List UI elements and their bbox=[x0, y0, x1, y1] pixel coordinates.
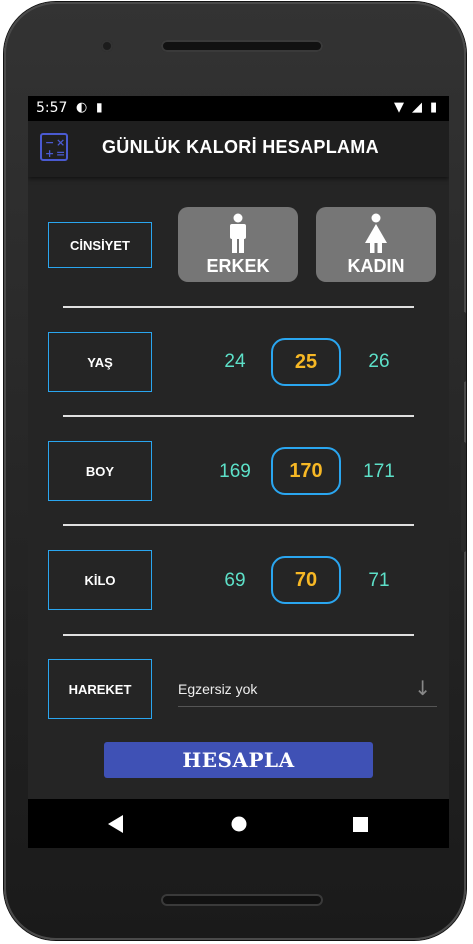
female-figure-icon bbox=[316, 213, 436, 258]
power-button bbox=[461, 442, 466, 552]
calculate-button[interactable]: HESAPLA bbox=[104, 742, 373, 778]
height-label: BOY bbox=[48, 441, 152, 501]
age-selected-value[interactable]: 25 bbox=[271, 338, 341, 386]
weight-selected-value[interactable]: 70 bbox=[271, 556, 341, 604]
age-label: YAŞ bbox=[48, 332, 152, 392]
female-label: KADIN bbox=[347, 256, 405, 276]
app-bar: − × + = GÜNLÜK KALORİ HESAPLAMA bbox=[28, 121, 449, 177]
navigation-bar bbox=[28, 799, 449, 848]
divider bbox=[63, 306, 414, 308]
weight-prev-value[interactable]: 69 bbox=[224, 570, 246, 591]
activity-label: HAREKET bbox=[48, 659, 152, 719]
male-label: ERKEK bbox=[206, 256, 270, 276]
front-camera bbox=[101, 40, 113, 52]
divider bbox=[63, 634, 414, 636]
activity-dropdown[interactable]: Egzersiz yok ↓ bbox=[178, 674, 437, 707]
age-next-value[interactable]: 26 bbox=[368, 351, 390, 372]
volume-button bbox=[461, 312, 466, 382]
status-bar: 5:57 ◐ ▮ ▼ ◢ ▮ bbox=[28, 96, 449, 121]
height-prev-value[interactable]: 169 bbox=[219, 461, 251, 482]
status-time: 5:57 bbox=[36, 100, 68, 116]
activity-selected-text: Egzersiz yok bbox=[178, 681, 258, 697]
back-icon[interactable] bbox=[108, 815, 124, 837]
sd-card-icon: ▮ bbox=[96, 100, 103, 114]
calculator-icon: − × + = bbox=[40, 133, 68, 161]
divider bbox=[63, 415, 414, 417]
app-title: GÜNLÜK KALORİ HESAPLAMA bbox=[102, 137, 379, 157]
divider bbox=[63, 524, 414, 526]
height-selected-value[interactable]: 170 bbox=[271, 447, 341, 495]
weight-next-value[interactable]: 71 bbox=[368, 570, 390, 591]
data-saver-icon: ◐ bbox=[76, 100, 88, 115]
arrow-down-icon: ↓ bbox=[414, 676, 431, 700]
male-figure-icon bbox=[178, 213, 298, 258]
height-next-value[interactable]: 171 bbox=[363, 461, 395, 482]
bottom-speaker bbox=[161, 894, 323, 906]
gender-label: CİNSİYET bbox=[48, 222, 152, 268]
male-button[interactable]: ERKEK bbox=[178, 207, 298, 282]
signal-icon: ◢ bbox=[412, 100, 422, 115]
recents-icon[interactable] bbox=[353, 817, 368, 836]
battery-icon: ▮ bbox=[430, 100, 438, 115]
earpiece-speaker bbox=[161, 40, 323, 52]
home-icon[interactable] bbox=[231, 816, 247, 836]
wifi-icon: ▼ bbox=[394, 100, 404, 115]
female-button[interactable]: KADIN bbox=[316, 207, 436, 282]
weight-label: KİLO bbox=[48, 550, 152, 610]
age-prev-value[interactable]: 24 bbox=[224, 351, 246, 372]
screen: 5:57 ◐ ▮ ▼ ◢ ▮ − × + = GÜNLÜK KALORİ HES… bbox=[28, 96, 449, 848]
